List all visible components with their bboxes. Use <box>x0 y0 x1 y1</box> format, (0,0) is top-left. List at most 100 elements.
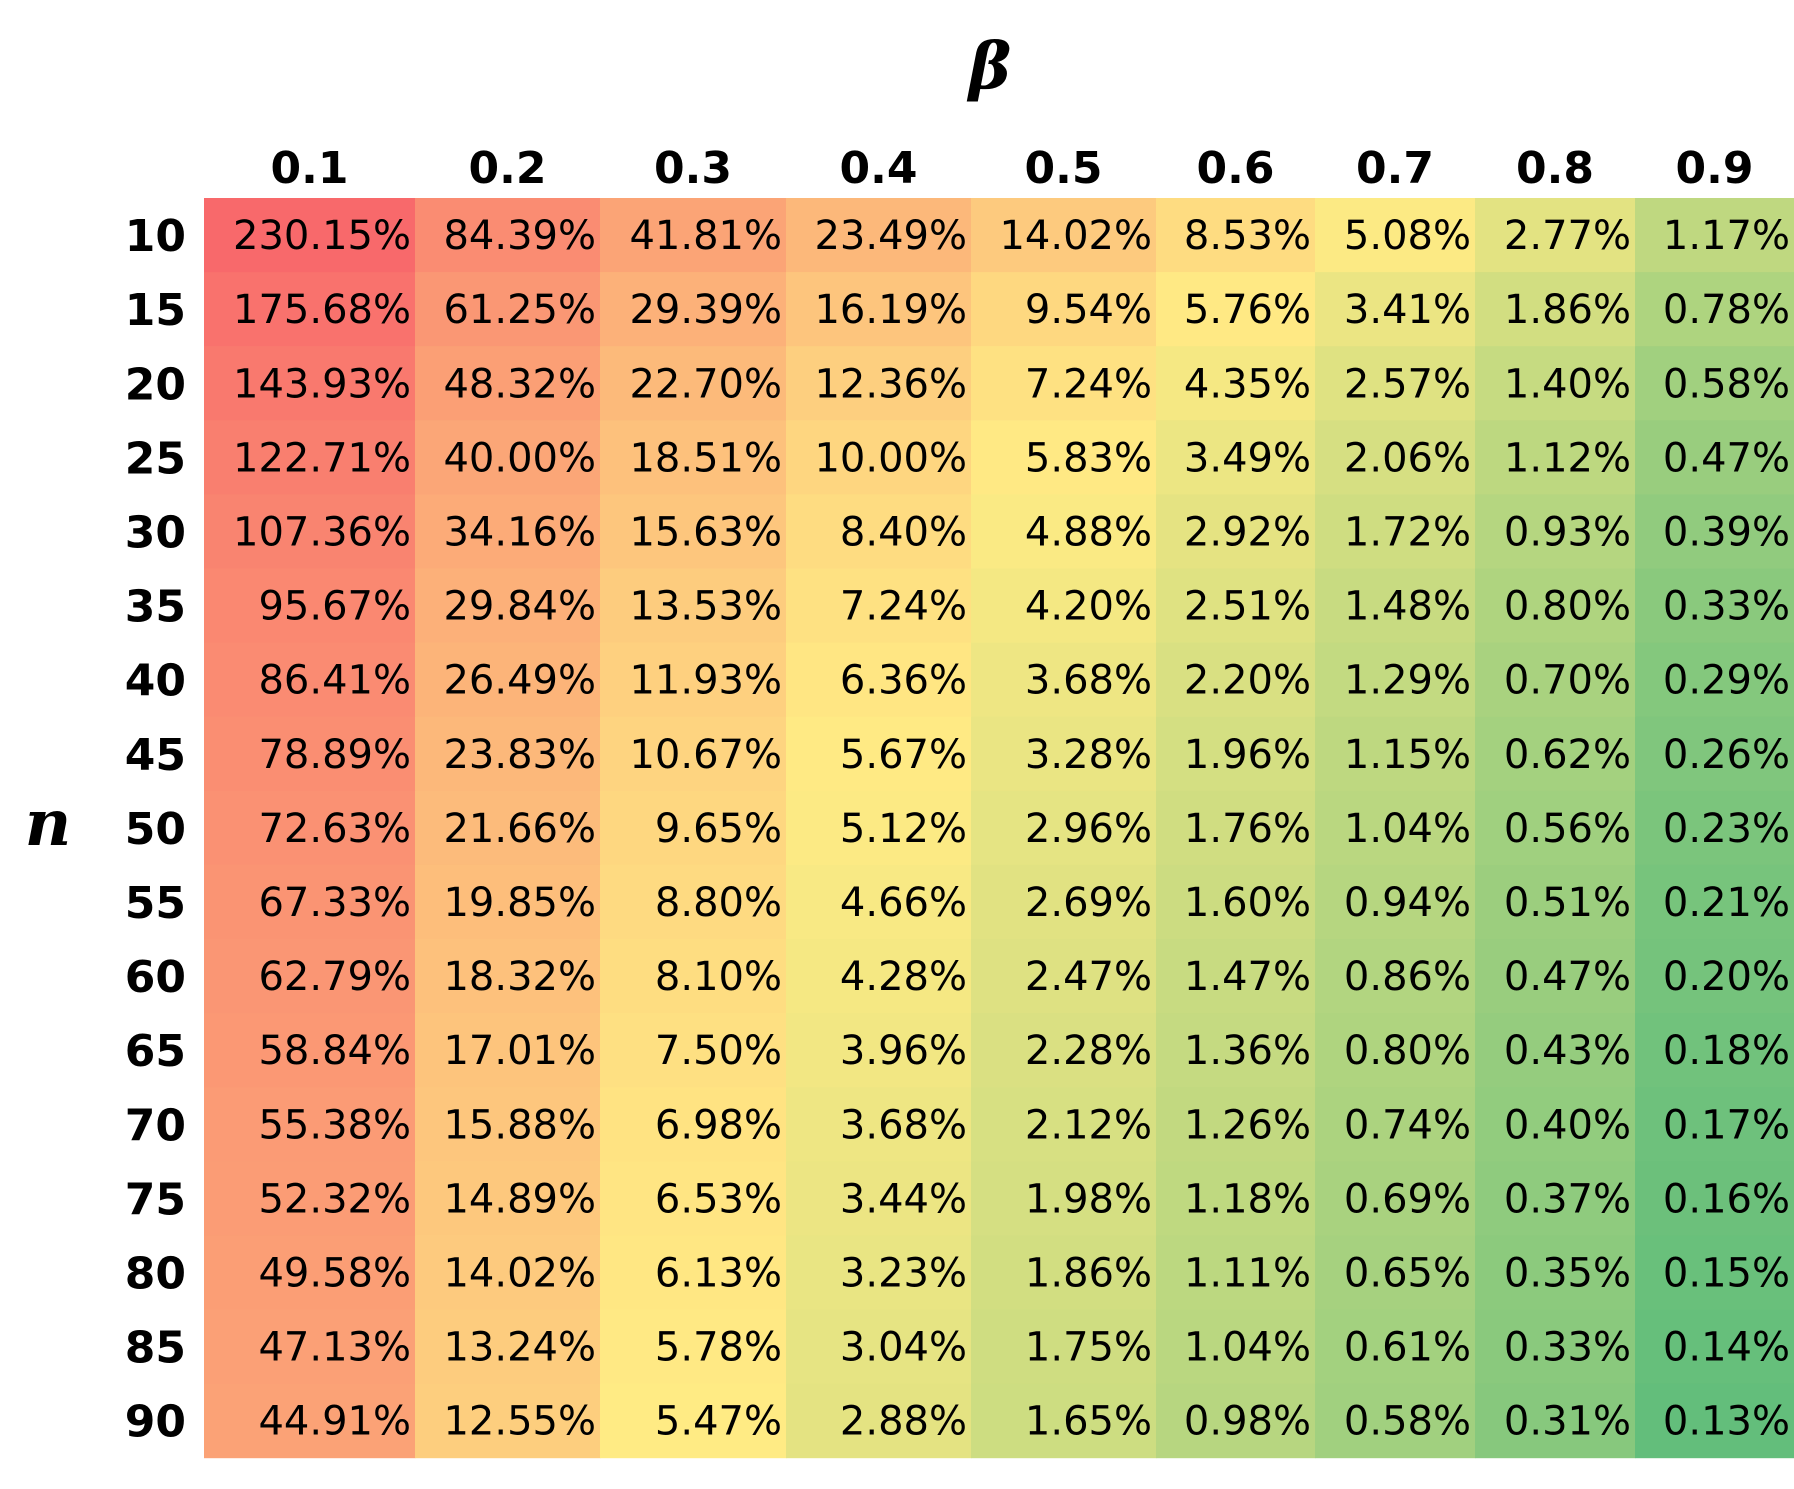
y-tick-label: 20 <box>125 359 186 410</box>
heatmap-cell <box>600 864 787 940</box>
cell-value-label: 1.12% <box>1504 435 1631 481</box>
heatmap-cell <box>1315 346 1476 421</box>
cell-value-label: 6.13% <box>655 1250 782 1296</box>
heatmap-cell <box>1635 716 1794 792</box>
cell-value-label: 3.68% <box>840 1102 967 1148</box>
cell-value-label: 9.65% <box>655 806 782 852</box>
heatmap-cell <box>1475 420 1636 495</box>
cell-value-label: 16.19% <box>814 287 967 333</box>
cell-value-label: 143.93% <box>233 361 411 407</box>
cell-value-label: 44.91% <box>258 1399 411 1445</box>
cell-value-label: 1.04% <box>1184 1325 1311 1371</box>
heatmap-cell <box>971 716 1157 792</box>
heatmap-cell <box>600 790 787 866</box>
heatmap-cell <box>204 420 416 495</box>
heatmap-cell <box>415 1161 601 1236</box>
heatmap-cell <box>415 716 601 792</box>
cell-value-label: 0.16% <box>1663 1176 1790 1222</box>
cell-value-label: 62.79% <box>258 954 411 1000</box>
heatmap-cell <box>415 272 601 347</box>
heatmap-cell <box>600 346 787 421</box>
x-tick-label: 0.1 <box>271 143 349 194</box>
cell-value-label: 1.17% <box>1663 213 1790 259</box>
heatmap-cell <box>786 420 972 495</box>
cell-value-label: 0.29% <box>1663 658 1790 704</box>
cell-value-label: 29.39% <box>629 287 782 333</box>
cell-value-label: 4.66% <box>840 880 967 926</box>
y-tick-label: 30 <box>125 507 186 558</box>
heatmap-cell <box>600 1235 787 1310</box>
cell-value-label: 13.53% <box>629 584 782 630</box>
heatmap-cell <box>1156 1383 1316 1459</box>
heatmap-cell <box>204 1235 416 1310</box>
heatmap-cell <box>415 1087 601 1162</box>
cell-value-label: 0.80% <box>1504 584 1631 630</box>
cell-value-label: 1.98% <box>1025 1176 1152 1222</box>
heatmap-cell <box>1315 1235 1476 1310</box>
heatmap-cell <box>1635 790 1794 866</box>
cell-value-label: 9.54% <box>1025 287 1152 333</box>
cell-value-label: 2.12% <box>1025 1102 1152 1148</box>
cell-value-label: 0.14% <box>1663 1325 1790 1371</box>
cell-value-label: 2.69% <box>1025 880 1152 926</box>
heatmap-cell <box>1475 346 1636 421</box>
heatmap-cell <box>1635 1235 1794 1310</box>
cell-value-label: 1.47% <box>1184 954 1311 1000</box>
y-tick-label: 65 <box>125 1026 186 1077</box>
cell-value-label: 7.24% <box>840 584 967 630</box>
heatmap-cell <box>600 494 787 569</box>
cell-value-label: 22.70% <box>629 361 782 407</box>
heatmap-cell <box>204 494 416 569</box>
heatmap-cell <box>1315 1383 1476 1459</box>
cell-value-label: 3.96% <box>840 1028 967 1074</box>
y-tick-label: 50 <box>125 804 186 855</box>
heatmap-cell <box>600 568 787 644</box>
heatmap-cell <box>1635 272 1794 347</box>
cell-value-label: 48.32% <box>443 361 596 407</box>
x-tick-label: 0.5 <box>1025 143 1103 194</box>
cell-value-label: 0.13% <box>1663 1399 1790 1445</box>
cell-value-label: 8.40% <box>840 509 967 555</box>
cell-value-label: 61.25% <box>443 287 596 333</box>
cell-value-label: 2.88% <box>840 1399 967 1445</box>
cell-value-label: 3.49% <box>1184 435 1311 481</box>
heatmap-cell <box>786 1383 972 1459</box>
heatmap-cell <box>415 346 601 421</box>
y-tick-label: 80 <box>125 1248 186 1299</box>
heatmap-cell <box>1475 716 1636 792</box>
cell-value-label: 0.23% <box>1663 806 1790 852</box>
y-tick-label: 25 <box>125 433 186 484</box>
heatmap-cell <box>786 716 972 792</box>
cell-value-label: 3.23% <box>840 1250 967 1296</box>
heatmap-cell <box>1475 198 1636 273</box>
cell-value-label: 4.88% <box>1025 509 1152 555</box>
heatmap-cell <box>415 198 601 273</box>
heatmap-cell <box>1635 1161 1794 1236</box>
y-tick-label: 70 <box>125 1100 186 1151</box>
heatmap-cell <box>786 272 972 347</box>
cell-value-label: 1.40% <box>1504 361 1631 407</box>
heatmap-cell <box>1315 864 1476 940</box>
heatmap-cell <box>1635 939 1794 1014</box>
cell-value-label: 0.70% <box>1504 658 1631 704</box>
cell-value-label: 5.83% <box>1025 435 1152 481</box>
cell-value-label: 11.93% <box>629 658 782 704</box>
cell-value-label: 0.93% <box>1504 509 1631 555</box>
cell-value-label: 122.71% <box>233 435 411 481</box>
cell-value-label: 0.21% <box>1663 880 1790 926</box>
heatmap-cell <box>786 198 972 273</box>
cell-value-label: 0.39% <box>1663 509 1790 555</box>
heatmap-cell <box>204 939 416 1014</box>
cell-value-label: 3.28% <box>1025 732 1152 778</box>
cell-value-label: 0.65% <box>1344 1250 1471 1296</box>
heatmap-cell <box>204 1309 416 1385</box>
y-tick-label: 75 <box>125 1174 186 1225</box>
x-tick-label: 0.7 <box>1356 143 1434 194</box>
cell-value-label: 4.20% <box>1025 584 1152 630</box>
y-tick-label: 85 <box>125 1323 186 1374</box>
heatmap-cell <box>415 864 601 940</box>
heatmap-cell <box>971 1161 1157 1236</box>
cell-value-label: 1.29% <box>1344 658 1471 704</box>
heatmap-cell <box>1635 642 1794 718</box>
heatmap-cell <box>786 1087 972 1162</box>
